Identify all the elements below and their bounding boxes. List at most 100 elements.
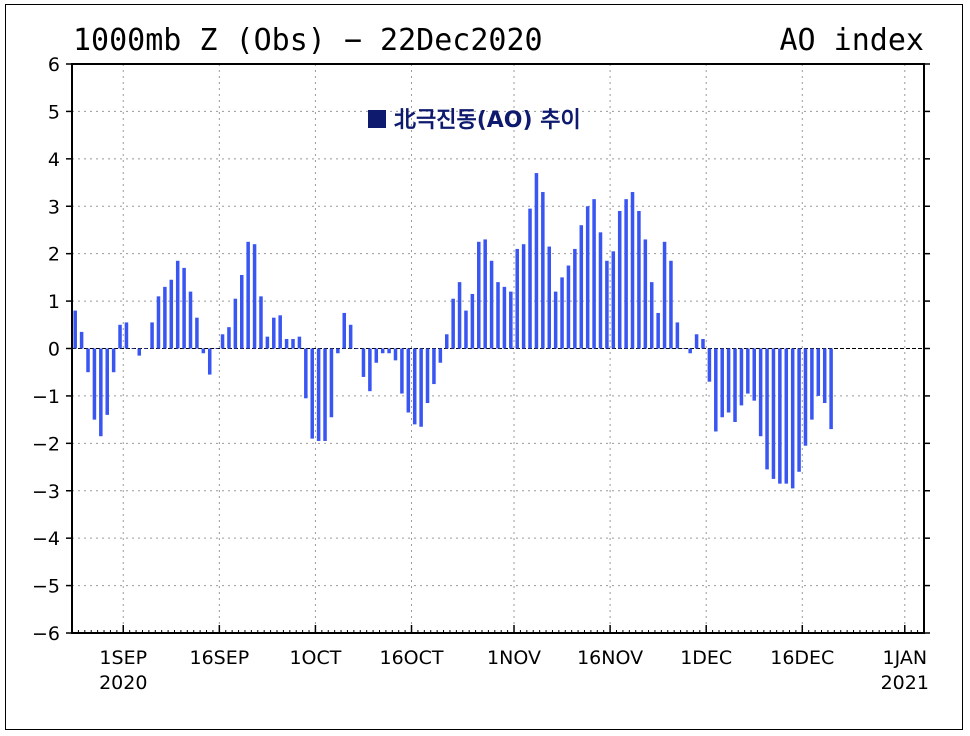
bar [630,192,635,349]
bar [829,348,833,430]
bar [220,334,225,349]
bar [560,277,564,349]
bar [348,324,353,349]
bar [79,331,84,349]
bar [188,291,193,349]
bar [86,348,90,373]
bar [778,348,782,484]
bar [175,260,180,349]
bar [284,339,289,349]
y-tick-label: −2 [32,433,60,455]
bar [803,348,808,446]
bar [688,348,692,354]
x-tick-label: 16SEP [189,647,249,669]
bar [291,339,295,349]
bar [329,348,334,418]
bar [336,348,340,354]
y-tick-label: −6 [32,623,60,645]
bar [163,286,167,349]
bar [342,312,347,349]
bar [400,348,404,394]
bar [201,348,206,354]
bar [541,192,545,349]
bars [73,173,833,489]
y-tick-label: −4 [32,528,60,550]
bar [278,315,282,349]
bar [726,348,731,413]
bar [758,348,763,437]
y-tick-label: 5 [48,101,60,123]
bar [675,322,680,349]
x-tick-label: 16DEC [770,647,834,669]
bar [259,296,263,349]
chart-title-right: AO index [780,23,925,58]
bar [662,241,667,349]
bar [649,282,654,349]
bar [592,199,596,349]
bar [598,232,603,349]
y-tick-label: 1 [48,291,60,313]
y-tick-label: 4 [48,149,60,171]
bar [156,296,161,349]
bar [432,348,436,385]
bar [355,348,359,349]
bar [111,348,116,373]
legend: 北극진동(AO) 추이 [368,108,581,133]
bar [272,317,276,349]
x-tick-label: 16NOV [577,647,643,669]
bar [380,348,385,354]
bar [150,322,154,349]
bar [714,348,718,432]
bar [464,310,468,349]
bar [304,348,308,399]
bar [477,241,481,349]
bar [207,348,212,375]
bar [739,348,744,406]
bar [131,348,135,349]
bar [701,339,705,349]
bar [816,348,821,396]
bar [496,282,500,349]
y-tick-label: −3 [32,481,60,503]
ao-index-chart: 1000mb Z (Obs) − 22Dec2020 AO index 6 5 4 3… [32,23,930,694]
bar [771,348,776,479]
plot-border [71,63,925,634]
bar [790,348,795,489]
x-tick-label: 1SEP [99,647,147,669]
y-tick-label: −5 [32,576,60,598]
bar [92,348,97,420]
bar [214,348,218,349]
bar [233,298,238,349]
bar [265,336,270,349]
bar [573,248,577,349]
bar [246,241,250,349]
bar [534,173,539,349]
bar [137,348,142,356]
x-tick-label: 1JAN [882,647,927,669]
bar [457,282,462,349]
bar [669,260,673,349]
bar [368,348,372,392]
bar [694,334,699,349]
bar [521,244,526,349]
y-tick-label: 6 [48,54,60,76]
bar [444,334,449,349]
bar [579,225,584,349]
bar [656,312,660,349]
legend-label: 北극진동(AO) 추이 [394,108,581,133]
bar [195,317,199,349]
bar [566,265,571,349]
chart-frame: 1000mb Z (Obs) − 22Dec2020 AO index 6 5 4 3… [5,4,963,730]
bar [118,324,122,349]
x-tick-label: 16OCT [380,647,444,669]
bar [746,348,750,394]
bar [124,322,129,349]
x-tick-label: 1OCT [289,647,341,669]
bar [553,291,558,349]
bar [617,210,622,349]
bar [240,275,244,349]
bar [227,327,231,349]
bar [451,298,455,349]
bar [169,279,174,349]
bar [752,348,756,401]
